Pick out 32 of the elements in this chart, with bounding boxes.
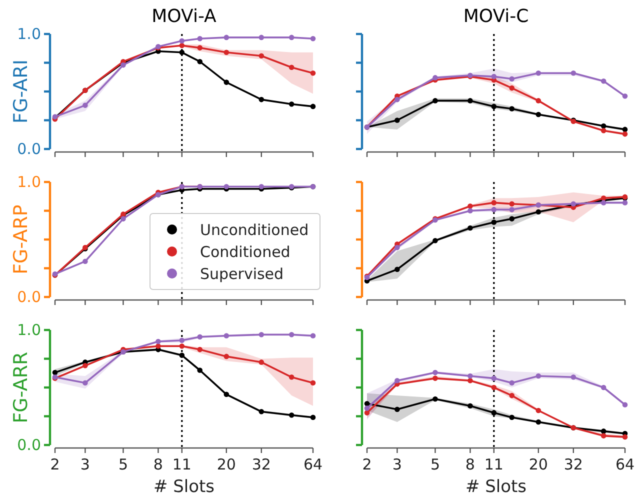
x-tick-label: 3	[80, 456, 90, 474]
y-tick-label: 1.0	[17, 24, 41, 43]
x-tick-label: 11	[172, 456, 192, 474]
x-tick-label: 2	[50, 456, 60, 474]
x-tick-label: 8	[465, 456, 475, 474]
x-tick-label: 5	[118, 456, 128, 474]
y-axis-title: FG-ARP	[10, 204, 32, 274]
y-tick-label: 0.0	[17, 140, 41, 158]
chart-title: MOVi-A	[152, 6, 218, 27]
x-tick-label: 20	[216, 456, 236, 474]
y-tick-label: 0.0	[17, 436, 41, 454]
y-tick-label: 1.0	[17, 320, 41, 339]
x-tick-label: 32	[252, 456, 271, 474]
x-tick-label: 32	[564, 456, 583, 474]
y-axis-title: FG-ARR	[10, 352, 32, 424]
x-tick-label: 8	[153, 456, 163, 474]
x-axis-title: # Slots	[153, 477, 215, 493]
y-tick-label: 1.0	[17, 172, 41, 191]
x-tick-label: 64	[615, 456, 635, 474]
legend-label: Supervised	[200, 264, 284, 283]
x-tick-label: 11	[484, 456, 504, 474]
y-tick-label: 0.0	[17, 288, 41, 306]
legend-label: Unconditioned	[200, 220, 309, 239]
chart-title: MOVi-C	[463, 6, 529, 27]
legend-label: Conditioned	[200, 242, 290, 261]
x-tick-label: 64	[303, 456, 323, 474]
x-tick-label: 3	[392, 456, 402, 474]
x-tick-label: 5	[430, 456, 440, 474]
y-axis-title: FG-ARI	[10, 60, 32, 124]
x-tick-label: 20	[528, 456, 548, 474]
x-tick-label: 2	[362, 456, 372, 474]
x-axis-title: # Slots	[465, 477, 527, 493]
